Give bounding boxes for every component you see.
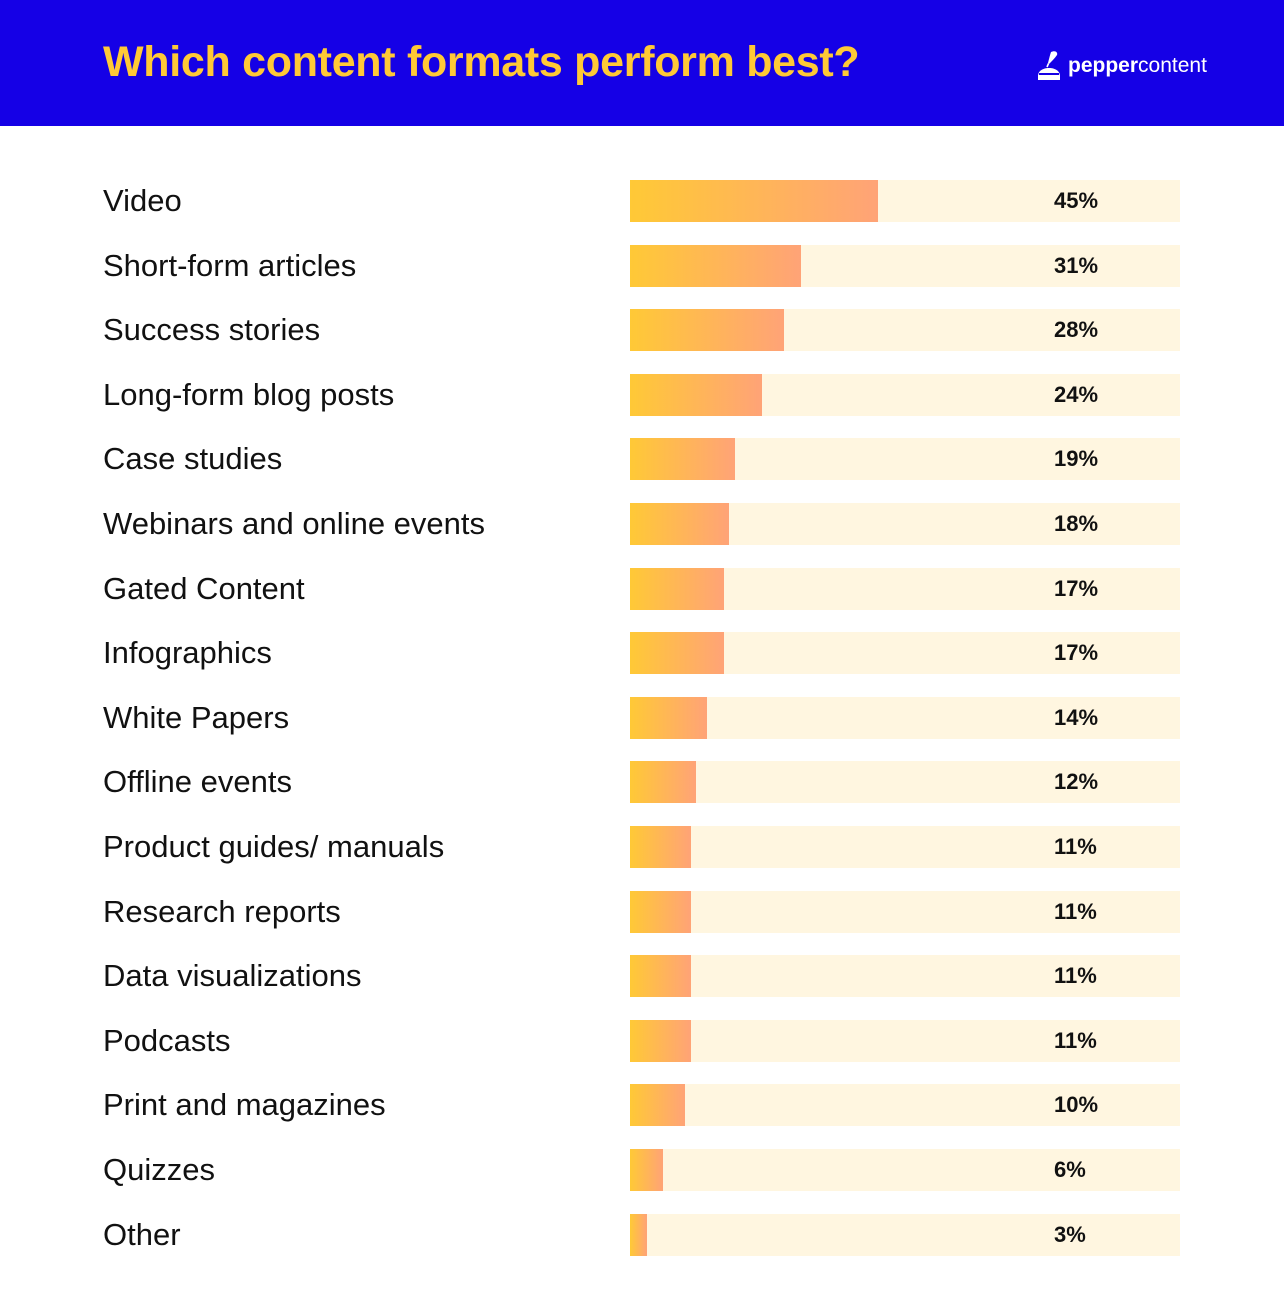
bar	[630, 1214, 647, 1256]
bar	[630, 245, 801, 287]
category-label: Offline events	[103, 764, 292, 799]
category-label: Print and magazines	[103, 1087, 386, 1122]
value-label: 14%	[1054, 705, 1099, 730]
bar-track	[630, 1020, 1180, 1062]
value-label: 6%	[1054, 1157, 1086, 1182]
category-label: Video	[103, 183, 182, 218]
category-label: Long-form blog posts	[103, 377, 395, 412]
bar-row: Research reports 11%	[0, 891, 1284, 933]
bar-row: Gated Content 17%	[0, 568, 1284, 610]
bar-track	[630, 438, 1180, 480]
value-label: 24%	[1054, 382, 1099, 407]
category-label: White Papers	[103, 700, 290, 735]
bar-row: Webinars and online events 18%	[0, 503, 1284, 545]
category-label: Research reports	[103, 894, 341, 929]
bar-track	[630, 697, 1180, 739]
bar-track	[630, 309, 1180, 351]
bar-track	[630, 1084, 1180, 1126]
bar-track	[630, 245, 1180, 287]
value-label: 31%	[1054, 253, 1099, 278]
bar-track	[630, 891, 1180, 933]
category-label: Product guides/ manuals	[103, 829, 445, 864]
bar-track	[630, 568, 1180, 610]
bar	[630, 761, 696, 803]
bar	[630, 891, 691, 933]
bar-track	[630, 761, 1180, 803]
value-label: 18%	[1054, 511, 1099, 536]
category-label: Data visualizations	[103, 958, 362, 993]
bar	[630, 826, 691, 868]
value-label: 11%	[1054, 963, 1097, 988]
bar	[630, 568, 724, 610]
bar	[630, 309, 784, 351]
category-label: Case studies	[103, 441, 283, 476]
logo-wordmark: peppercontent	[1068, 54, 1207, 78]
brand-logo: peppercontent	[1036, 50, 1207, 82]
inkwell-quill-icon	[1038, 51, 1060, 80]
bar-row: Infographics 17%	[0, 632, 1284, 674]
bar-row: Short-form articles 31%	[0, 245, 1284, 287]
category-label: Quizzes	[103, 1152, 215, 1187]
bar-track	[630, 1149, 1180, 1191]
bar-row: Podcasts 11%	[0, 1020, 1284, 1062]
bar-track	[630, 1214, 1180, 1256]
logo-text-content: content	[1138, 54, 1207, 77]
value-label: 11%	[1054, 834, 1097, 859]
bar-track	[630, 955, 1180, 997]
category-label: Short-form articles	[103, 248, 357, 283]
value-label: 28%	[1054, 317, 1099, 342]
category-label: Podcasts	[103, 1023, 231, 1058]
bar-row: Other 3%	[0, 1214, 1284, 1256]
bar-row: Data visualizations 11%	[0, 955, 1284, 997]
bar-track	[630, 632, 1180, 674]
bar	[630, 374, 762, 416]
header-banner: Which content formats perform best? pepp…	[0, 0, 1284, 126]
value-label: 17%	[1054, 576, 1099, 601]
bar	[630, 1020, 691, 1062]
value-label: 11%	[1054, 1028, 1097, 1053]
value-label: 10%	[1054, 1092, 1099, 1117]
bar-row: Quizzes 6%	[0, 1149, 1284, 1191]
bar	[630, 632, 724, 674]
bar	[630, 697, 707, 739]
bar-row: Case studies 19%	[0, 438, 1284, 480]
logo-text-pepper: pepper	[1068, 54, 1139, 77]
value-label: 19%	[1054, 446, 1099, 471]
bar-track	[630, 826, 1180, 868]
bar-track	[630, 374, 1180, 416]
category-label: Webinars and online events	[103, 506, 486, 541]
bar-row: Offline events 12%	[0, 761, 1284, 803]
bar	[630, 1149, 663, 1191]
bar-chart: Video 45% Short-form articles 31% Success st…	[0, 160, 1284, 1290]
category-label: Success stories	[103, 312, 321, 347]
category-label: Gated Content	[103, 571, 305, 606]
bar	[630, 955, 691, 997]
value-label: 3%	[1054, 1222, 1086, 1247]
chart-title: Which content formats perform best?	[103, 38, 860, 86]
value-label: 11%	[1054, 899, 1097, 924]
bar-row: Product guides/ manuals 11%	[0, 826, 1284, 868]
bar-row: Long-form blog posts 24%	[0, 374, 1284, 416]
bar	[630, 503, 729, 545]
bar	[630, 180, 878, 222]
bar-row: Video 45%	[0, 180, 1284, 222]
bar-row: Success stories 28%	[0, 309, 1284, 351]
value-label: 12%	[1054, 769, 1099, 794]
value-label: 17%	[1054, 640, 1099, 665]
bar-track	[630, 180, 1180, 222]
bar-track	[630, 503, 1180, 545]
bar-row: White Papers 14%	[0, 697, 1284, 739]
category-label: Infographics	[103, 635, 272, 670]
bar	[630, 1084, 685, 1126]
value-label: 45%	[1054, 188, 1099, 213]
bar-row: Print and magazines 10%	[0, 1084, 1284, 1126]
category-label: Other	[103, 1217, 181, 1252]
bar	[630, 438, 735, 480]
